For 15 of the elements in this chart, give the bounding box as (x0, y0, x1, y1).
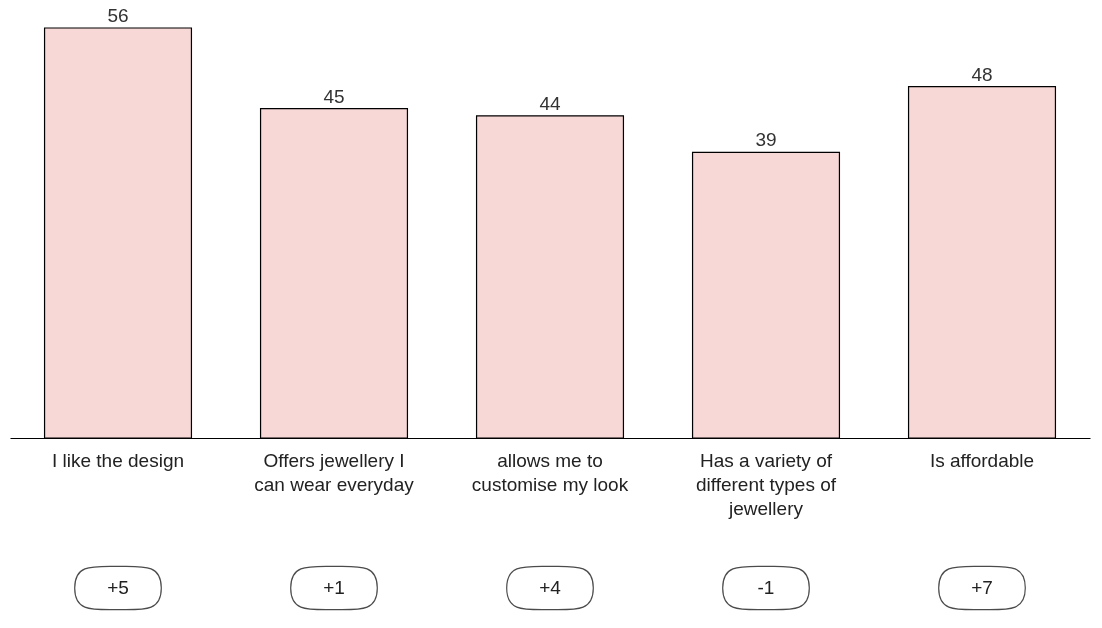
data-label: 44 (539, 92, 561, 114)
data-label: 39 (755, 129, 777, 151)
data-label: 48 (971, 63, 993, 85)
text: +1 (323, 577, 345, 598)
x-tick-label: I like the design (51, 450, 185, 471)
text: -1 (757, 577, 775, 598)
data-label: 45 (323, 85, 345, 107)
x-tick-label: Is affordable (929, 450, 1035, 471)
x-tick-label: Has a variety of different types of jewellery (695, 450, 837, 519)
text: +5 (107, 577, 129, 598)
text: +7 (971, 577, 993, 598)
data-label: 56 (107, 5, 129, 26)
x-tick-label: Offers jewellery I can wear everyday (254, 450, 415, 495)
x-tick-label: allows me to customise my look (471, 450, 629, 495)
text: +4 (539, 577, 562, 598)
